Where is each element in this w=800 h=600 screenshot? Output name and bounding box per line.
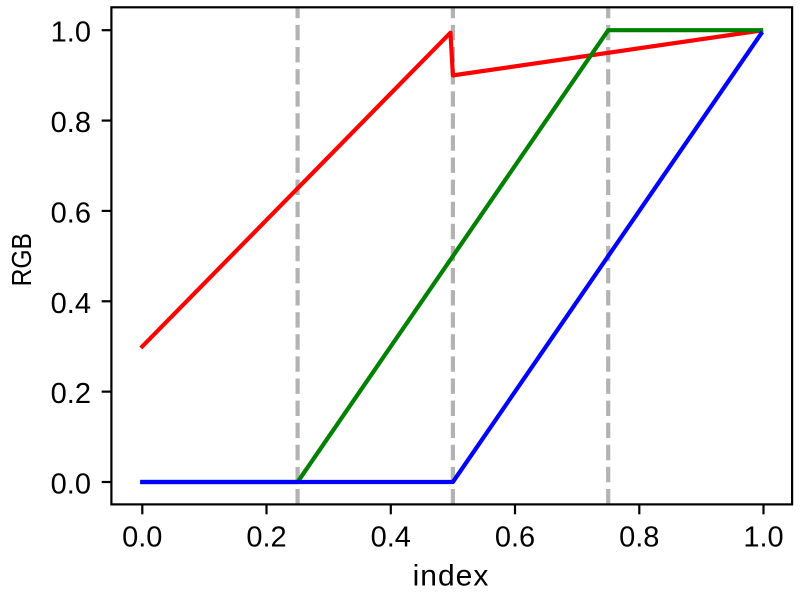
svg-text:0.4: 0.4 <box>51 288 91 320</box>
svg-text:0.2: 0.2 <box>51 378 91 410</box>
svg-text:0.0: 0.0 <box>51 469 91 501</box>
svg-text:RGB: RGB <box>6 233 38 286</box>
svg-text:0.6: 0.6 <box>495 522 535 554</box>
svg-text:0.4: 0.4 <box>371 522 411 554</box>
svg-text:0.8: 0.8 <box>51 107 91 139</box>
svg-text:0.8: 0.8 <box>619 522 659 554</box>
svg-text:1.0: 1.0 <box>51 17 91 49</box>
svg-text:0.2: 0.2 <box>246 522 286 554</box>
svg-text:1.0: 1.0 <box>743 522 783 554</box>
svg-text:0.0: 0.0 <box>122 522 162 554</box>
svg-text:index: index <box>413 560 490 593</box>
svg-text:0.6: 0.6 <box>51 197 91 229</box>
